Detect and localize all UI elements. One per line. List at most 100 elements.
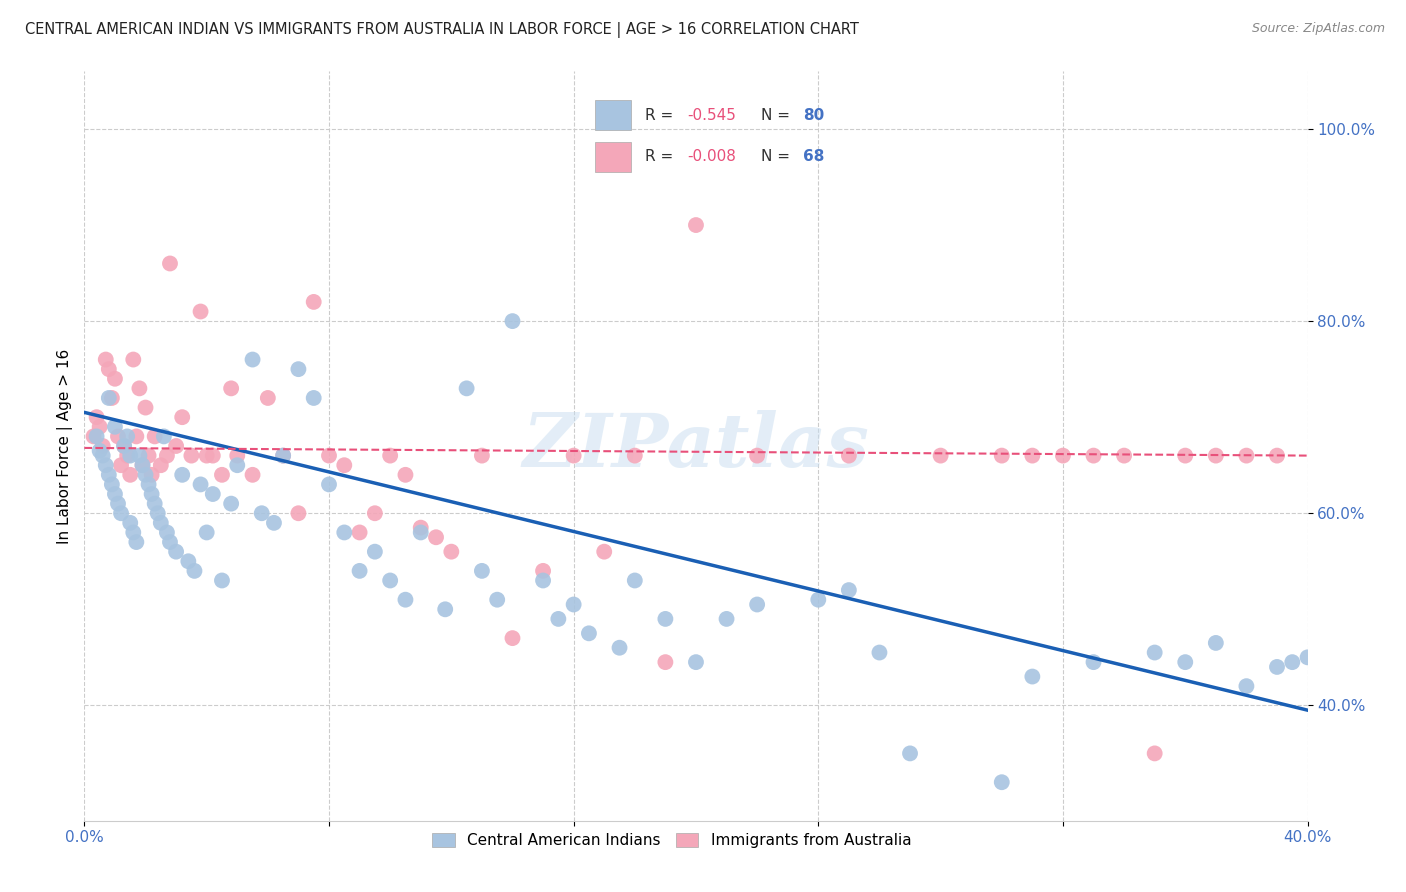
Point [177, 554, 200, 568]
Point [101, 391, 124, 405]
Point [94, 458, 117, 473]
Point [195, 449, 218, 463]
Point [172, 467, 194, 482]
Point [1236, 679, 1258, 693]
Point [471, 564, 494, 578]
Point [1052, 449, 1074, 463]
Point [838, 449, 860, 463]
Point [110, 506, 132, 520]
Point [624, 449, 647, 463]
Point [562, 598, 585, 612]
Text: 80: 80 [803, 108, 824, 123]
Point [112, 439, 135, 453]
Point [211, 574, 233, 588]
Point [159, 535, 181, 549]
Point [125, 429, 148, 443]
Point [562, 449, 585, 463]
Point [502, 631, 524, 645]
Point [115, 449, 138, 463]
Point [991, 449, 1014, 463]
Point [593, 544, 616, 558]
Point [226, 458, 249, 473]
Point [349, 564, 371, 578]
Point [201, 449, 224, 463]
Point [531, 564, 554, 578]
Point [104, 419, 127, 434]
Point [838, 583, 860, 598]
Point [898, 747, 921, 761]
Point [380, 449, 402, 463]
Point [128, 381, 150, 395]
Point [1021, 669, 1043, 683]
Point [333, 458, 356, 473]
Point [135, 401, 157, 415]
Point [143, 429, 166, 443]
Point [89, 443, 111, 458]
Point [486, 592, 509, 607]
Point [1143, 646, 1166, 660]
Point [302, 294, 325, 309]
Point [302, 391, 325, 405]
Point [364, 506, 387, 520]
Point [122, 525, 145, 540]
Text: 68: 68 [803, 149, 824, 164]
Text: -0.008: -0.008 [688, 149, 737, 164]
Point [122, 352, 145, 367]
Point [120, 449, 142, 463]
Point [112, 439, 135, 453]
Point [1174, 449, 1197, 463]
Point [869, 646, 891, 660]
Point [242, 352, 264, 367]
Point [94, 352, 117, 367]
Point [83, 429, 105, 443]
Point [991, 775, 1014, 789]
Point [257, 391, 280, 405]
Point [929, 449, 952, 463]
Point [143, 497, 166, 511]
Point [364, 544, 387, 558]
Point [716, 612, 738, 626]
Point [425, 530, 447, 544]
Text: R =: R = [645, 149, 679, 164]
Point [318, 449, 340, 463]
Point [141, 467, 163, 482]
Point [624, 574, 647, 588]
Point [86, 429, 108, 443]
Point [97, 391, 120, 405]
Point [131, 458, 153, 473]
Point [287, 506, 309, 520]
Point [1083, 449, 1105, 463]
Point [471, 449, 494, 463]
Point [120, 467, 142, 482]
Point [1281, 655, 1303, 669]
Point [1265, 660, 1288, 674]
Point [107, 497, 129, 511]
Text: ZIPatlas: ZIPatlas [523, 409, 869, 483]
Point [1114, 449, 1136, 463]
Bar [595, 101, 631, 130]
Point [141, 487, 163, 501]
Text: -0.545: -0.545 [688, 108, 737, 123]
Point [104, 372, 127, 386]
Point [609, 640, 631, 655]
Text: R =: R = [645, 108, 679, 123]
Point [1236, 449, 1258, 463]
Point [1021, 449, 1043, 463]
Point [190, 304, 212, 318]
Bar [595, 142, 631, 171]
Point [153, 429, 176, 443]
Point [1174, 655, 1197, 669]
Point [97, 467, 120, 482]
Point [211, 467, 233, 482]
Point [120, 516, 142, 530]
Point [685, 655, 707, 669]
Point [110, 458, 132, 473]
Point [131, 458, 153, 473]
Point [146, 506, 169, 520]
Point [440, 544, 463, 558]
Point [1296, 650, 1319, 665]
Point [747, 598, 769, 612]
Point [747, 449, 769, 463]
Text: N =: N = [761, 108, 794, 123]
Point [1205, 636, 1227, 650]
